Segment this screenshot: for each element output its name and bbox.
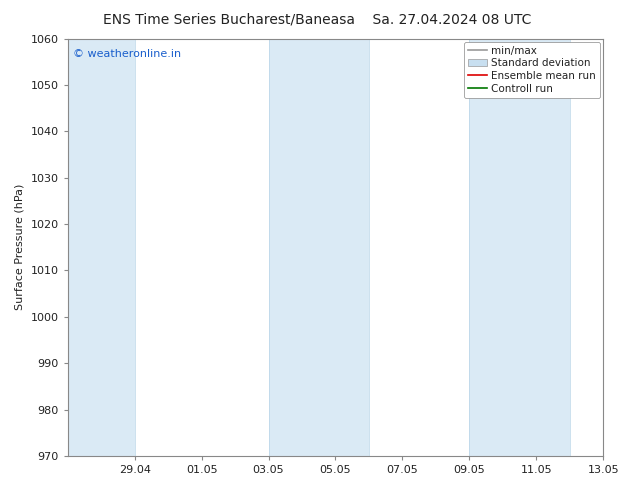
Bar <box>469 39 570 456</box>
Text: ENS Time Series Bucharest/Baneasa    Sa. 27.04.2024 08 UTC: ENS Time Series Bucharest/Baneasa Sa. 27… <box>103 12 531 26</box>
Bar <box>269 39 369 456</box>
Text: © weatheronline.in: © weatheronline.in <box>73 49 181 59</box>
Bar <box>68 39 134 456</box>
Legend: min/max, Standard deviation, Ensemble mean run, Controll run: min/max, Standard deviation, Ensemble me… <box>464 42 600 98</box>
Y-axis label: Surface Pressure (hPa): Surface Pressure (hPa) <box>15 184 25 311</box>
